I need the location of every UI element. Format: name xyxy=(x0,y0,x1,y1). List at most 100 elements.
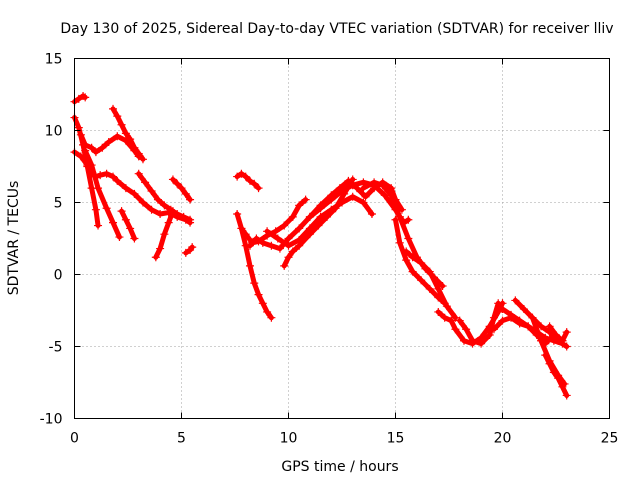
data-point xyxy=(233,210,242,219)
data-point xyxy=(442,302,451,311)
data-point xyxy=(280,221,289,230)
data-point xyxy=(241,172,250,181)
data-point xyxy=(295,224,304,233)
y-tick-label: 0 xyxy=(54,268,63,284)
data-point xyxy=(545,322,554,331)
x-tick-label: 0 xyxy=(70,431,79,447)
data-point xyxy=(528,313,537,322)
data-point xyxy=(417,258,426,267)
data-point xyxy=(387,191,396,200)
data-point xyxy=(301,195,310,204)
data-point xyxy=(102,169,111,178)
data-point xyxy=(507,313,516,322)
data-point xyxy=(134,149,143,158)
data-point xyxy=(98,143,107,152)
data-point xyxy=(237,224,246,233)
data-point xyxy=(267,313,276,322)
data-point xyxy=(451,325,460,334)
series-trace xyxy=(281,176,356,269)
data-point xyxy=(181,248,190,257)
data-point xyxy=(109,172,118,181)
series-arc-28 xyxy=(545,322,567,345)
series-trace xyxy=(119,208,137,241)
data-point xyxy=(370,178,379,187)
chart-title: Day 130 of 2025, Sidereal Day-to-day VTE… xyxy=(60,21,613,37)
data-point xyxy=(245,176,254,185)
data-point xyxy=(391,215,400,224)
series-arc-1 xyxy=(70,91,90,106)
data-point xyxy=(284,234,293,243)
data-point xyxy=(245,241,254,250)
data-point xyxy=(254,290,263,299)
data-point xyxy=(241,230,250,239)
data-point xyxy=(434,307,443,316)
data-point xyxy=(498,305,507,314)
data-point xyxy=(254,184,263,193)
series-trace xyxy=(393,217,448,306)
data-point xyxy=(258,238,267,247)
data-point xyxy=(121,184,130,193)
data-point xyxy=(94,184,103,193)
data-point xyxy=(367,210,376,219)
data-point xyxy=(494,299,503,308)
data-point xyxy=(447,316,456,325)
data-point xyxy=(160,201,169,210)
data-point xyxy=(104,138,113,147)
data-point xyxy=(130,143,139,152)
series-arc-21 xyxy=(402,247,460,322)
series-arc-10 xyxy=(168,175,195,204)
data-point xyxy=(96,171,105,180)
series-arc-9 xyxy=(151,207,177,262)
data-point xyxy=(74,94,83,103)
data-point xyxy=(147,205,156,214)
data-point xyxy=(402,256,411,265)
series-arc-27 xyxy=(541,351,571,400)
data-point xyxy=(179,212,188,221)
data-point xyxy=(130,234,139,243)
data-point xyxy=(541,351,550,360)
series-trace xyxy=(82,148,122,240)
data-point xyxy=(295,241,304,250)
data-point xyxy=(489,325,498,334)
data-point xyxy=(434,284,443,293)
data-point xyxy=(408,253,417,262)
data-point xyxy=(156,210,165,219)
data-point xyxy=(462,325,471,334)
data-point xyxy=(468,336,477,345)
y-tick-label: -5 xyxy=(49,340,63,356)
y-axis: -10 -5 0 5 10 15 xyxy=(40,52,610,428)
data-point xyxy=(515,319,524,328)
data-point xyxy=(113,176,122,185)
data-point xyxy=(109,218,118,227)
x-tick-label: 5 xyxy=(177,431,186,447)
data-point xyxy=(284,253,293,262)
data-point xyxy=(138,155,147,164)
data-point xyxy=(153,195,162,204)
grid xyxy=(74,58,610,419)
data-point xyxy=(275,244,284,253)
data-point xyxy=(156,244,165,253)
series-trace xyxy=(110,106,146,162)
data-point xyxy=(361,192,370,201)
data-point xyxy=(524,322,533,331)
y-tick-label: 10 xyxy=(45,124,63,140)
series-arc-11 xyxy=(181,243,197,257)
data-point xyxy=(252,234,261,243)
data-point xyxy=(186,195,195,204)
data-point xyxy=(459,336,468,345)
y-tick-label: 5 xyxy=(54,196,63,212)
data-point xyxy=(477,339,486,348)
data-point xyxy=(113,132,122,141)
data-point xyxy=(331,204,340,213)
series-trace xyxy=(542,352,570,398)
series-trace xyxy=(78,132,142,159)
data-point xyxy=(271,227,280,236)
data-point xyxy=(554,374,563,383)
x-tick-label: 10 xyxy=(280,431,298,447)
x-tick-label: 20 xyxy=(494,431,512,447)
data-point xyxy=(562,328,571,337)
data-point xyxy=(327,195,336,204)
data-point xyxy=(338,186,346,195)
series-arc-25 xyxy=(511,296,571,351)
series-arc-17 xyxy=(280,175,357,270)
